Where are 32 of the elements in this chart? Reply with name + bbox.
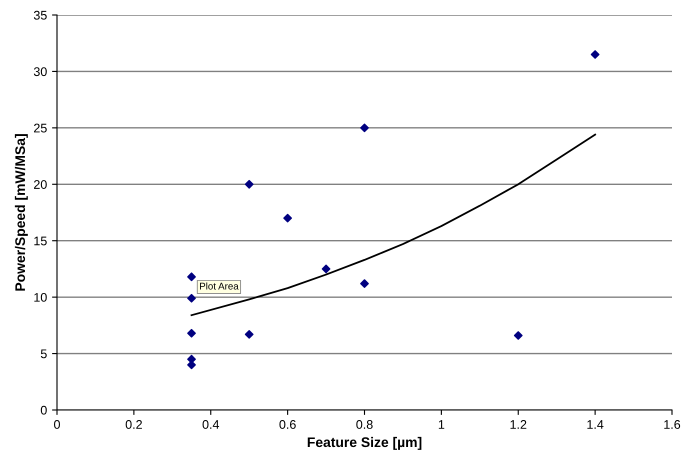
point	[283, 214, 292, 223]
y-tick-label: 25	[34, 124, 47, 133]
x-tick-label: 0.4	[202, 420, 220, 429]
x-tick-label: 0	[54, 420, 60, 429]
x-tick-label: 1.6	[664, 420, 680, 429]
point	[514, 331, 523, 340]
x-tick-label: 1.2	[510, 420, 526, 429]
y-axis-title: Power/Speed [mW/MSa]	[14, 134, 28, 291]
x-tick-label: 0.6	[279, 420, 296, 429]
x-tick-label: 0.8	[356, 420, 373, 429]
point	[187, 328, 196, 338]
point	[360, 279, 369, 288]
x-tick-label: 1	[438, 420, 444, 429]
y-tick-label: 15	[34, 236, 47, 246]
annotation: Plot Area	[200, 282, 239, 290]
x-tick-label: 1.4	[587, 420, 604, 429]
x-axis-title: Feature Size [µm]	[308, 436, 422, 450]
line-series	[190, 134, 596, 316]
point	[187, 272, 196, 282]
y-tick-label: 0	[40, 406, 47, 415]
point	[244, 330, 254, 339]
y-tick-label: 20	[34, 180, 47, 189]
point	[590, 50, 600, 59]
point	[360, 123, 369, 132]
y-tick-label: 35	[34, 10, 47, 20]
y-tick-label: 5	[40, 350, 47, 358]
y-tick-label: 30	[34, 67, 47, 76]
point	[187, 294, 196, 303]
point	[322, 264, 330, 274]
x-tick-label: 0.2	[126, 420, 142, 429]
point	[244, 180, 254, 189]
y-tick-label: 10	[34, 292, 47, 302]
